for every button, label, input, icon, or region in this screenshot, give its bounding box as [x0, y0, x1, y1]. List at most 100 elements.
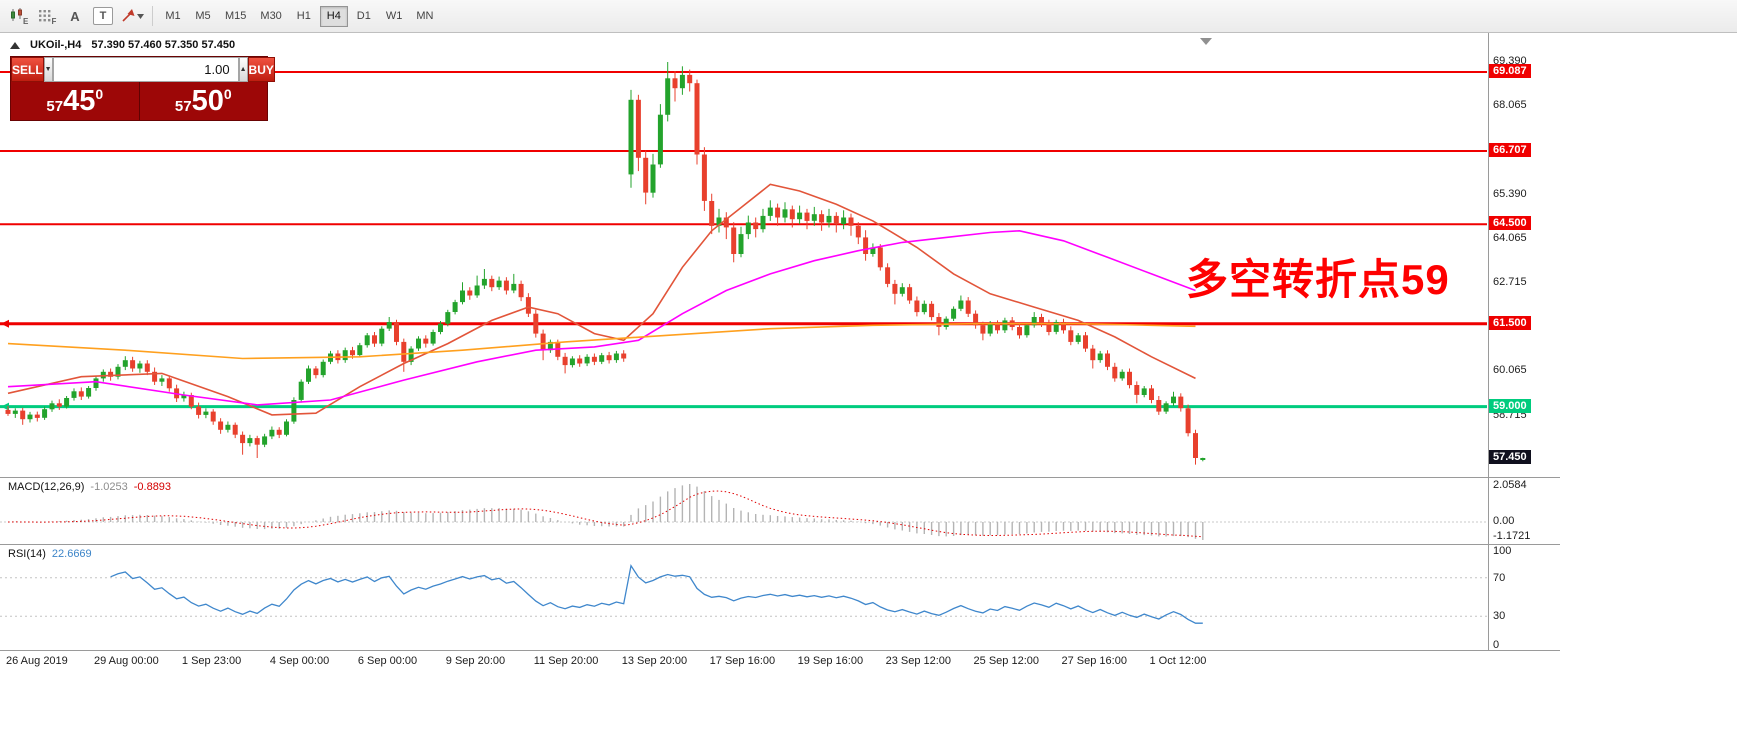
macd-name: MACD(12,26,9) [8, 481, 85, 493]
macd-panel[interactable] [0, 478, 1487, 544]
sell-price-pips: 45 [63, 84, 96, 117]
price-level-label: 59.000 [1489, 398, 1531, 413]
rsi-value: 22.6669 [51, 548, 92, 560]
current-price-label: 57.450 [1489, 450, 1531, 464]
rsi-axis-label: 30 [1493, 610, 1506, 623]
chart-annotation: 多空转折点59 [1186, 256, 1450, 303]
time-axis-label: 19 Sep 16:00 [797, 655, 864, 667]
rsi-panel[interactable] [0, 545, 1487, 650]
moving-average-line [7, 183, 1196, 416]
ohlc-values: 57.390 57.460 57.350 57.450 [91, 39, 236, 51]
profiles-icon[interactable]: F [34, 4, 60, 28]
rsi-line [110, 563, 1203, 624]
macd-axis-label: 0.00 [1493, 515, 1515, 527]
macd-label: MACD(12,26,9) -1.0253 -0.8893 [8, 481, 171, 493]
volume-decrease-button[interactable]: ▼ [43, 57, 53, 82]
price-axis-label: 62.715 [1493, 276, 1527, 289]
price-axis[interactable]: 69.390 68.065 65.390 64.065 62.715 60.065 58.7… [1489, 33, 1559, 477]
trade-controls-row: SELL ▼ ▲ BUY [11, 57, 275, 82]
price-level-label: 66.707 [1489, 142, 1531, 157]
svg-text:F: F [52, 17, 57, 25]
rsi-label: RSI(14) 22.6669 [8, 548, 92, 560]
text-label-icon[interactable]: T [93, 7, 113, 25]
price-axis-label: 60.065 [1493, 364, 1527, 377]
panel-divider[interactable] [0, 544, 1560, 545]
time-axis-label: 6 Sep 00:00 [357, 655, 418, 667]
time-axis-label: 4 Sep 00:00 [269, 655, 330, 667]
panel-divider[interactable] [0, 477, 1560, 478]
line-anchor-icon [1, 319, 9, 328]
buy-price-pips: 50 [191, 84, 224, 117]
sell-button[interactable]: SELL [11, 57, 44, 82]
price-level-label: 69.087 [1489, 64, 1531, 79]
price-level-label: 61.500 [1489, 315, 1531, 330]
text-cursor-icon[interactable]: A [70, 8, 80, 24]
timeframe-button-m5[interactable]: M5 [195, 10, 211, 22]
moving-average-line [7, 322, 1196, 360]
chart-shift-icon[interactable] [1200, 38, 1212, 45]
time-axis-label: 9 Sep 20:00 [445, 655, 506, 667]
time-axis-label: 26 Aug 2019 [6, 655, 68, 667]
rsi-axis-label: 0 [1493, 639, 1500, 651]
macd-axis: 2.0584 0.00 -1.1721 [1489, 478, 1559, 544]
timeframe-button-m15[interactable]: M15 [225, 10, 247, 22]
price-level-label: 64.500 [1489, 216, 1531, 231]
buy-price-sup: 0 [223, 86, 232, 102]
sell-price-sup: 0 [95, 86, 104, 102]
svg-text:E: E [23, 17, 29, 25]
price-axis-label: 69.390 [1493, 55, 1527, 67]
rsi-axis-label: 70 [1493, 571, 1506, 584]
toolbar-separator [152, 6, 153, 26]
buy-button[interactable]: BUY [247, 57, 275, 82]
macd-signal-line [7, 490, 1203, 538]
timeframe-button-h4[interactable]: H4 [319, 5, 348, 27]
axis-divider [1488, 33, 1489, 651]
panel-divider [0, 650, 1560, 651]
rsi-name: RSI(14) [8, 548, 46, 560]
timeframe-bar: M1 M5 M15 M30 H1 H4 D1 W1 MN [159, 5, 439, 27]
macd-axis-label: 2.0584 [1493, 479, 1527, 491]
price-axis-label: 64.065 [1493, 231, 1527, 244]
macd-main-value: -1.0253 [90, 481, 128, 493]
timeframe-button-h1[interactable]: H1 [296, 10, 311, 22]
trade-prices-row: 57 45 0 57 50 0 [11, 82, 267, 120]
time-axis[interactable]: 26 Aug 2019 29 Aug 00:00 1 Sep 23:00 4 Sep … [0, 652, 1487, 672]
timeframe-button-m30[interactable]: M30 [260, 10, 282, 22]
chart-title: UKOil-,H4 57.390 57.460 57.350 57.450 [10, 38, 235, 52]
timeframe-button-m1[interactable]: M1 [165, 10, 181, 22]
time-axis-label: 13 Sep 20:00 [621, 655, 688, 667]
time-axis-label: 17 Sep 16:00 [709, 655, 776, 667]
collapse-trade-panel-icon[interactable] [10, 41, 20, 49]
time-axis-label: 1 Oct 12:00 [1149, 655, 1207, 667]
time-axis-label: 11 Sep 20:00 [533, 655, 599, 667]
volume-increase-button[interactable]: ▲ [238, 57, 248, 82]
price-chart[interactable] [0, 33, 1487, 478]
time-axis-label: 29 Aug 00:00 [93, 655, 159, 667]
macd-axis-label: -1.1721 [1493, 530, 1531, 542]
volume-input[interactable] [52, 57, 239, 82]
sell-price[interactable]: 57 45 0 [11, 82, 140, 120]
sell-price-prefix: 57 [46, 98, 64, 115]
time-axis-label: 23 Sep 12:00 [885, 655, 952, 667]
buy-price[interactable]: 57 50 0 [139, 82, 267, 120]
rsi-axis: 100 70 30 0 [1489, 545, 1559, 651]
rsi-axis-label: 100 [1493, 545, 1512, 557]
symbol-period: UKOil-,H4 [30, 39, 82, 51]
timeframe-button-w1[interactable]: W1 [385, 10, 403, 22]
price-axis-label: 68.065 [1493, 98, 1527, 111]
moving-average-line [7, 229, 1196, 406]
macd-signal-value: -0.8893 [133, 481, 172, 493]
arrow-tools-icon[interactable] [118, 4, 146, 28]
time-axis-label: 1 Sep 23:00 [181, 655, 242, 667]
timeframe-button-d1[interactable]: D1 [356, 10, 371, 22]
time-axis-label: 27 Sep 16:00 [1061, 655, 1127, 667]
timeframe-button-mn[interactable]: MN [416, 10, 434, 22]
new-chart-icon[interactable]: E [6, 4, 32, 28]
line-anchor-icon [1, 402, 9, 411]
one-click-trading-panel: SELL ▼ ▲ BUY 57 45 0 57 50 0 [10, 56, 275, 121]
price-axis-label: 65.390 [1493, 187, 1527, 200]
buy-price-prefix: 57 [174, 98, 192, 115]
